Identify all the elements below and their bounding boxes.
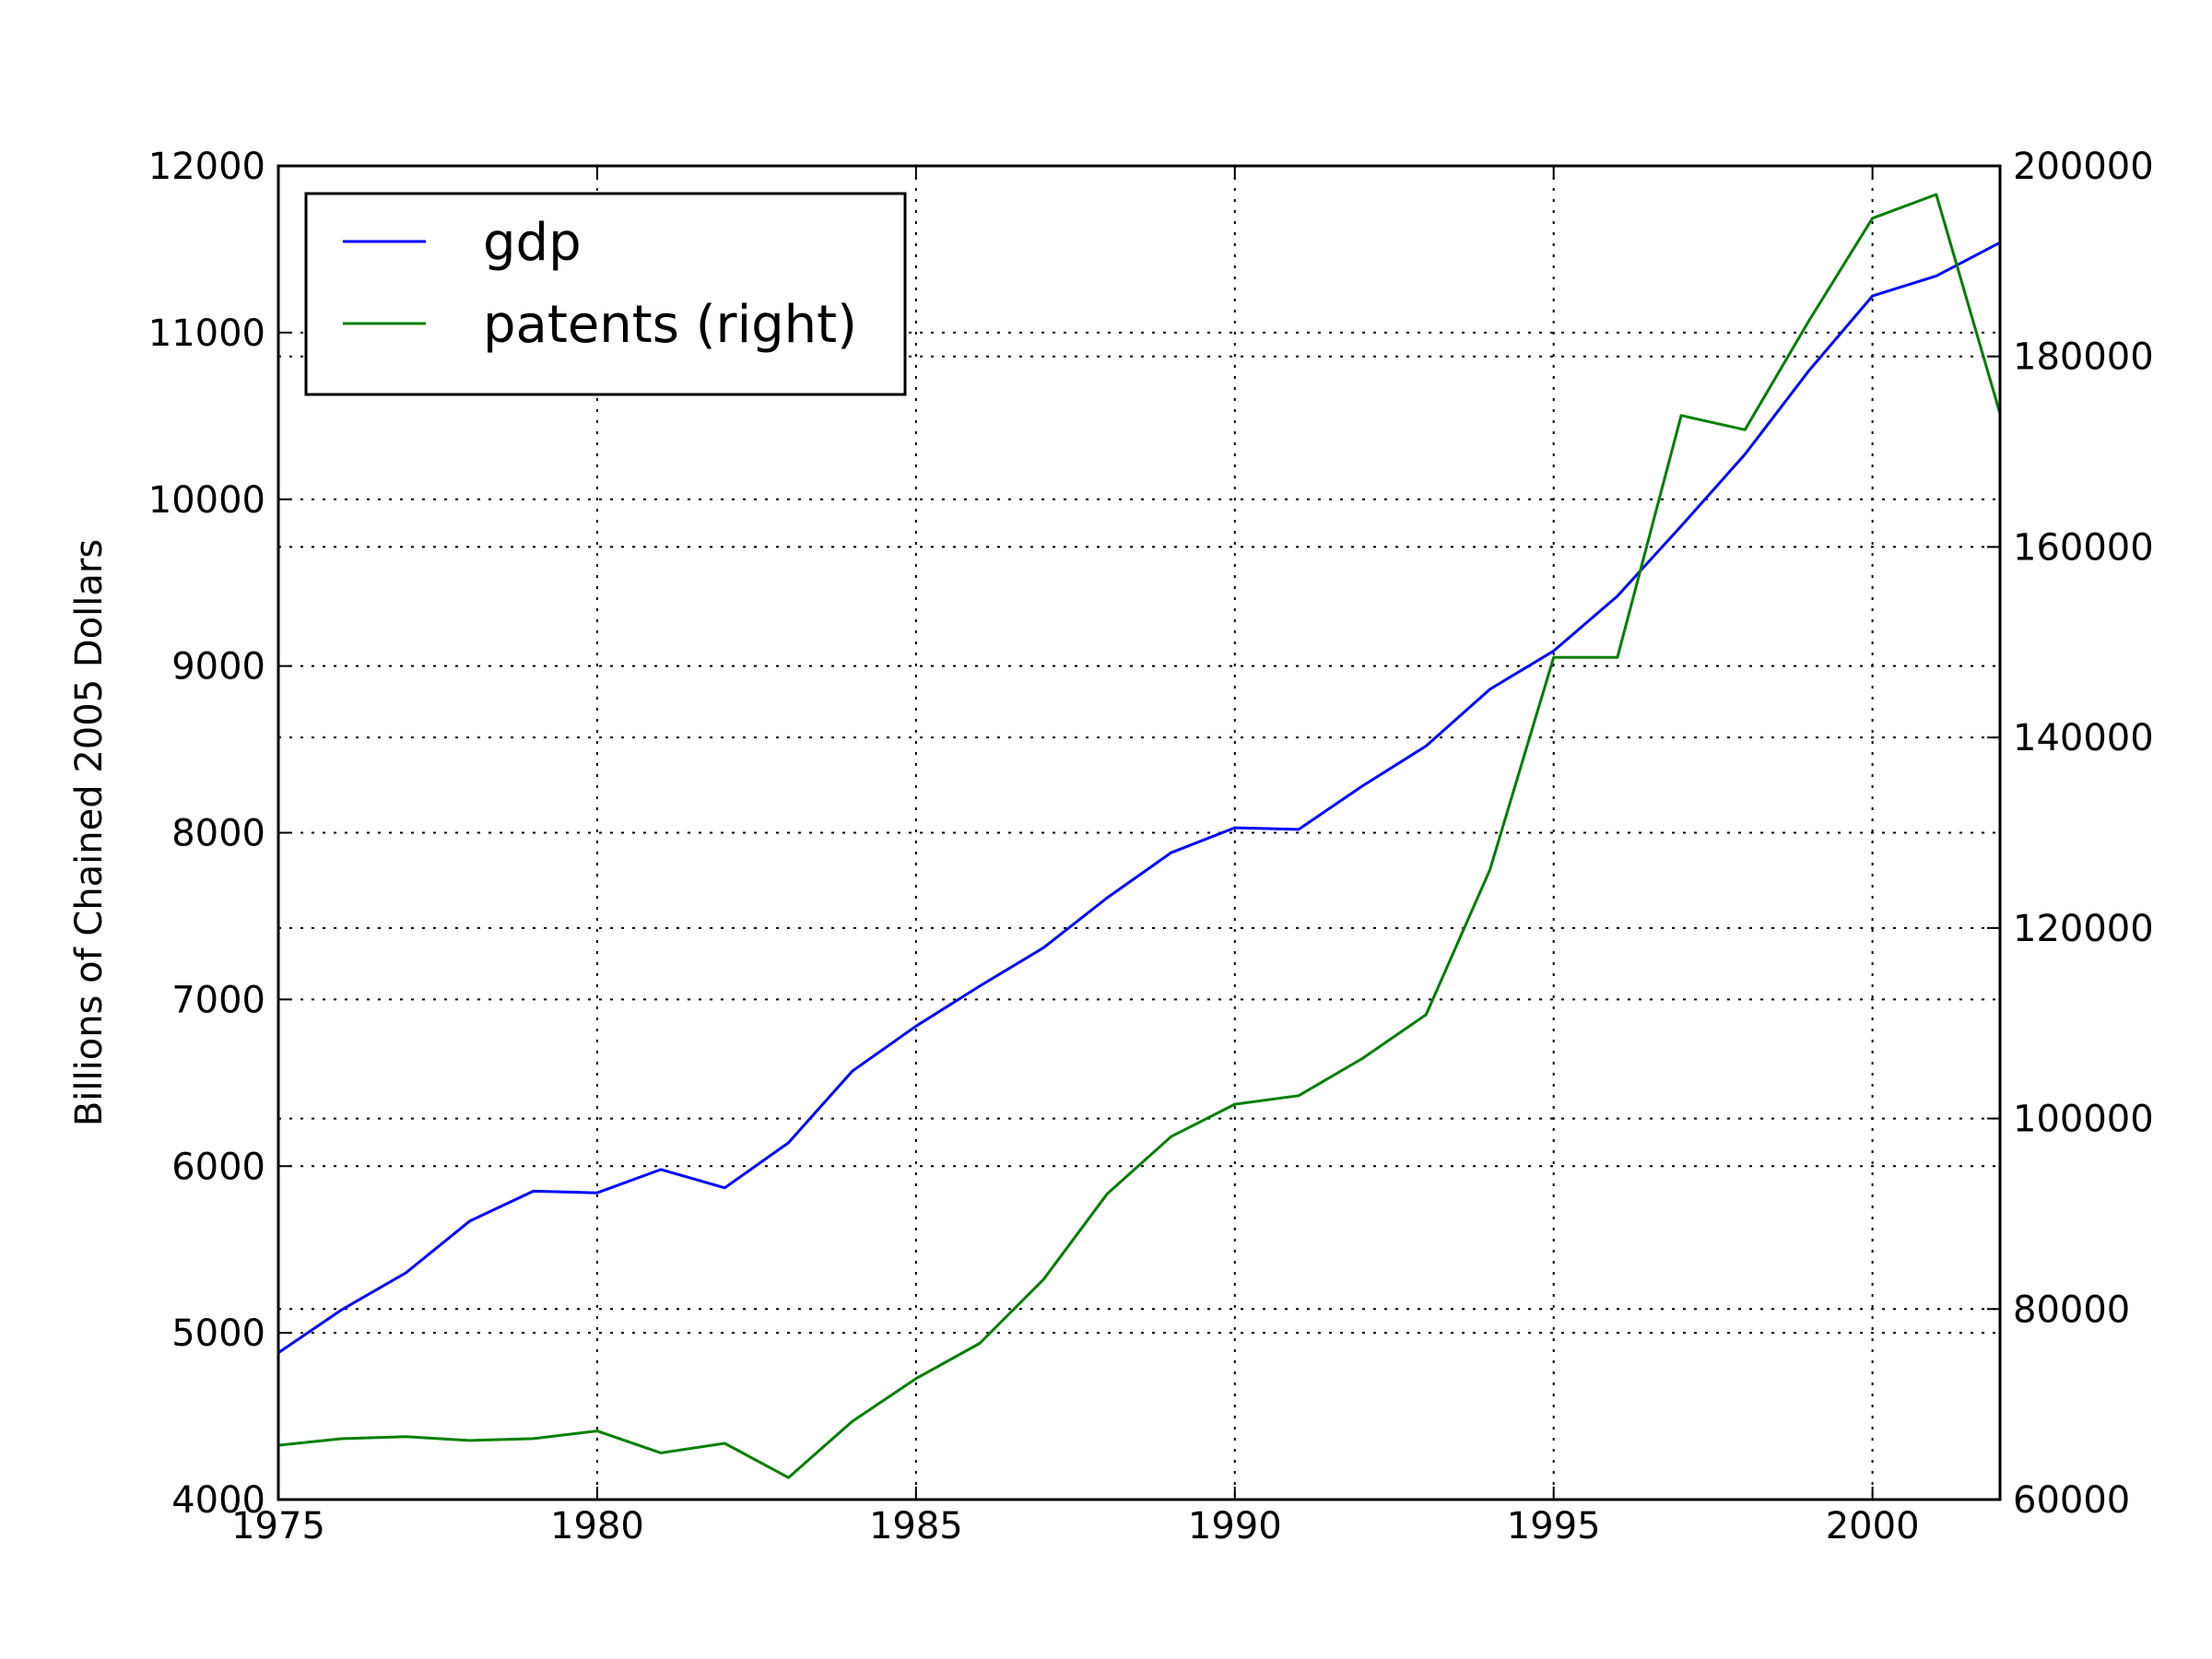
y2-tick-label: 160000	[2013, 526, 2154, 569]
legend: gdp patents (right)	[304, 192, 907, 396]
y-tick-label: 6000	[171, 1146, 265, 1188]
y2-tick-label: 100000	[2013, 1099, 2154, 1141]
x-tick-label: 1990	[1188, 1505, 1282, 1547]
y2-tick-label: 80000	[2013, 1288, 2130, 1331]
series-lines	[277, 193, 2002, 1479]
y2-tick-label: 140000	[2013, 717, 2154, 759]
y-tick-label: 4000	[171, 1479, 265, 1522]
x-tick-label: 2000	[1826, 1505, 1920, 1547]
x-tick-label: 1980	[550, 1505, 644, 1547]
x-tick-label: 1975	[231, 1505, 325, 1547]
y-tick-label: 12000	[148, 146, 265, 188]
legend-label: patents (right)	[483, 295, 857, 355]
series-line-0	[277, 241, 2001, 1355]
tick-labels: 1975 1980 1985 1990 1995 2000 4000 5000 6000 7000…	[148, 146, 2154, 1547]
legend-label: gdp	[483, 213, 582, 273]
y-tick-label: 7000	[171, 979, 265, 1021]
x-tick-label: 1995	[1507, 1505, 1601, 1547]
y2-tick-label: 180000	[2013, 336, 2154, 379]
y-tick-label: 9000	[171, 646, 265, 688]
series-line-1	[277, 193, 2002, 1479]
y-tick-label: 5000	[171, 1312, 265, 1355]
axis-ticks	[277, 165, 2000, 1500]
y-axis-label: Billions of Chained 2005 Dollars	[68, 539, 111, 1126]
y2-tick-label: 60000	[2013, 1479, 2130, 1522]
y2-tick-label: 120000	[2013, 908, 2154, 950]
y-tick-label: 8000	[171, 813, 265, 855]
legend-box	[304, 192, 907, 396]
y-tick-label: 10000	[148, 479, 265, 522]
y-tick-label: 11000	[148, 312, 265, 355]
x-tick-label: 1985	[869, 1505, 963, 1547]
y2-tick-label: 200000	[2013, 146, 2154, 188]
